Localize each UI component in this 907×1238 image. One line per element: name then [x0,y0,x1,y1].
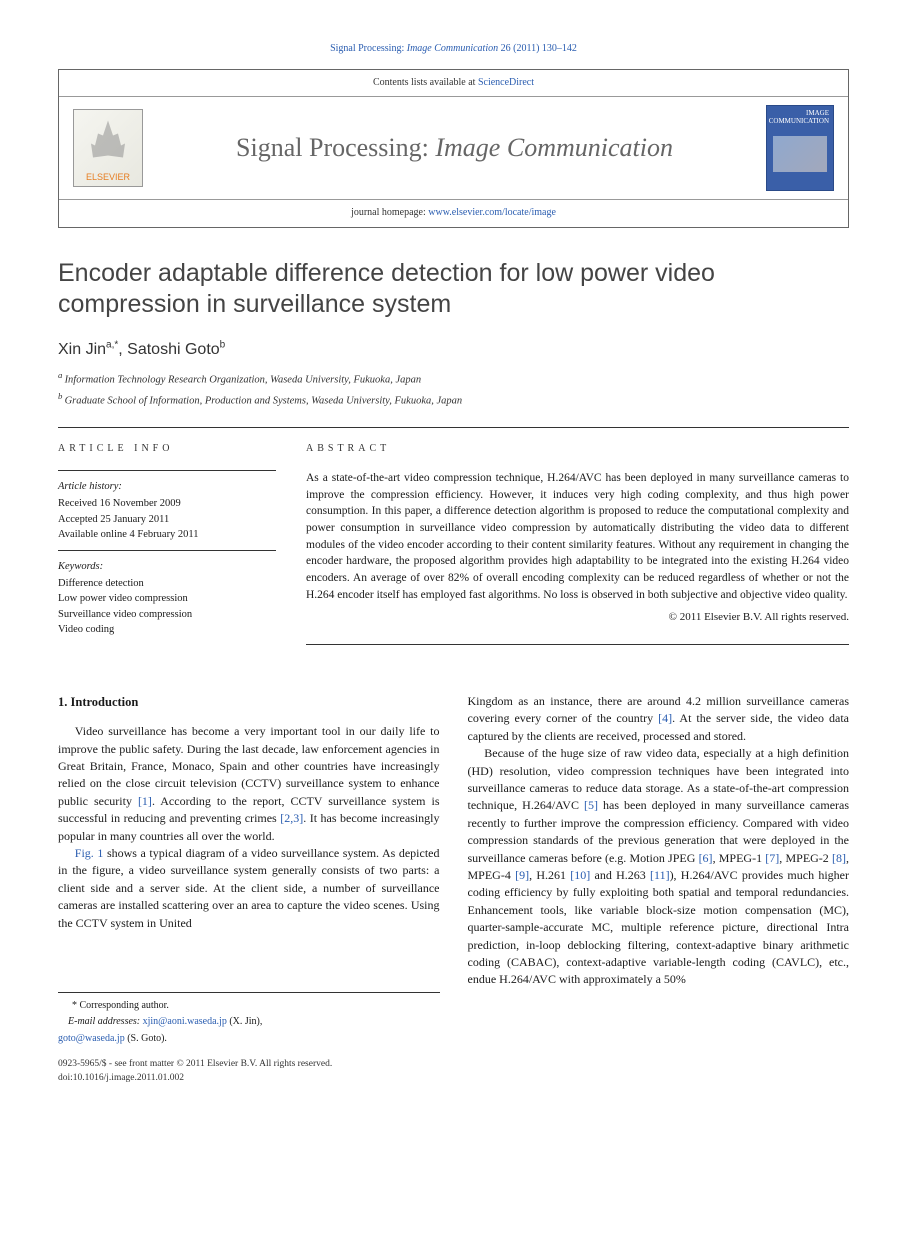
elsevier-caption: ELSEVIER [86,171,130,184]
ref-8[interactable]: [8] [832,851,846,865]
journal-name: Signal Processing: Image Communication [143,129,766,167]
body-col-right: Kingdom as an instance, there are around… [468,693,850,1086]
body-two-column: 1. Introduction Video surveillance has b… [58,693,849,1086]
abstract-copyright: © 2011 Elsevier B.V. All rights reserved… [306,610,849,626]
journal-header-box: Contents lists available at ScienceDirec… [58,69,849,228]
homepage-line: journal homepage: www.elsevier.com/locat… [59,199,848,227]
author-sep: , [118,341,127,358]
elsevier-logo: ELSEVIER [73,109,143,187]
article-info-heading: article info [58,442,276,457]
elsevier-tree-icon [83,110,133,171]
contents-line: Contents lists available at ScienceDirec… [59,70,848,98]
intro-para-3: Because of the huge size of raw video da… [468,745,850,988]
c2p2f: , H.261 [529,868,570,882]
cover-art [773,136,827,172]
running-head: Signal Processing: Image Communication 2… [58,42,849,57]
running-head-suffix: 26 (2011) 130–142 [501,43,577,54]
homepage-link[interactable]: www.elsevier.com/locate/image [428,207,556,218]
abstract-heading: abstract [306,442,849,457]
author-line: Xin Jina,*, Satoshi Gotob [58,338,849,361]
ref-4[interactable]: [4] [658,711,672,725]
email-2-tail: (S. Goto). [125,1033,167,1044]
keywords-label: Keywords: [58,559,276,574]
info-abstract-row: article info Article history: Received 1… [58,427,849,645]
intro-para-2: Fig. 1 shows a typical diagram of a vide… [58,845,440,932]
doi-line: doi:10.1016/j.image.2011.01.002 [58,1072,440,1086]
contents-prefix: Contents lists available at [373,77,478,88]
author-1: Xin Jin [58,341,106,358]
section-1-heading: 1. Introduction [58,693,440,711]
cover-label-b: COMMUNICATION [769,118,829,126]
history-label: Article history: [58,479,276,494]
ref-7[interactable]: [7] [765,851,779,865]
article-history: Article history: Received 16 November 20… [58,479,276,542]
journal-name-a: Signal Processing: [236,133,435,162]
affil-a-text: Information Technology Research Organiza… [65,375,422,386]
running-head-prefix: Signal Processing: [330,43,404,54]
intro-para-2-cont: Kingdom as an instance, there are around… [468,693,850,745]
affiliation-b: b Graduate School of Information, Produc… [58,390,849,409]
email-1[interactable]: xjin@aoni.waseda.jp [143,1016,227,1027]
online-date: Available online 4 February 2011 [58,527,276,542]
keyword-1: Difference detection [58,576,276,591]
c2p2g: and H.263 [590,868,650,882]
article-info-col: article info Article history: Received 1… [58,427,276,645]
footnotes: * Corresponding author. E-mail addresses… [58,992,440,1047]
c2p2d: , MPEG-2 [779,851,832,865]
sciencedirect-link[interactable]: ScienceDirect [478,77,534,88]
ref-9[interactable]: [9] [515,868,529,882]
email-line-2: goto@waseda.jp (S. Goto). [58,1032,440,1047]
corresponding-author: * Corresponding author. [58,999,440,1014]
cover-label: IMAGE COMMUNICATION [769,110,829,125]
abstract-text: As a state-of-the-art video compression … [306,470,849,603]
email-2[interactable]: goto@waseda.jp [58,1033,125,1044]
author-2-affil: b [220,340,226,351]
abstract-col: abstract As a state-of-the-art video com… [306,427,849,645]
fig-1-link[interactable]: Fig. 1 [75,846,104,860]
author-1-affil: a,* [106,340,118,351]
divider [58,550,276,551]
ref-5[interactable]: [5] [584,798,598,812]
running-head-italic: Image Communication [407,43,498,54]
ref-6[interactable]: [6] [699,851,713,865]
article-title: Encoder adaptable difference detection f… [58,258,849,321]
front-matter-line: 0923-5965/$ - see front matter © 2011 El… [58,1058,440,1072]
email-line: E-mail addresses: xjin@aoni.waseda.jp (X… [58,1015,440,1030]
p2b: shows a typical diagram of a video surve… [58,846,440,930]
page-footer: 0923-5965/$ - see front matter © 2011 El… [58,1058,440,1086]
c2p2h: ), H.264/AVC provides much higher coding… [468,868,850,986]
email-1-tail: (X. Jin), [227,1016,263,1027]
ref-10[interactable]: [10] [570,868,590,882]
affiliation-a: a Information Technology Research Organi… [58,369,849,388]
ref-1[interactable]: [1] [138,794,152,808]
author-2: Satoshi Goto [127,341,220,358]
keyword-2: Low power video compression [58,591,276,606]
ref-2-3[interactable]: [2,3] [280,811,303,825]
body-col-left: 1. Introduction Video surveillance has b… [58,693,440,1086]
c2p2c: , MPEG-1 [713,851,766,865]
email-label: E-mail addresses: [68,1016,140,1027]
received-date: Received 16 November 2009 [58,496,276,511]
journal-name-b: Image Communication [435,133,673,162]
keyword-3: Surveillance video compression [58,607,276,622]
homepage-prefix: journal homepage: [351,207,428,218]
intro-para-1: Video surveillance has become a very imp… [58,723,440,845]
page-root: Signal Processing: Image Communication 2… [0,0,907,1126]
accepted-date: Accepted 25 January 2011 [58,512,276,527]
header-mid: ELSEVIER Signal Processing: Image Commun… [59,97,848,199]
affil-b-text: Graduate School of Information, Producti… [65,395,463,406]
keyword-4: Video coding [58,622,276,637]
ref-11[interactable]: [11] [650,868,670,882]
keywords-block: Keywords: Difference detection Low power… [58,559,276,637]
journal-cover-thumbnail: IMAGE COMMUNICATION [766,105,834,191]
divider [58,470,276,471]
